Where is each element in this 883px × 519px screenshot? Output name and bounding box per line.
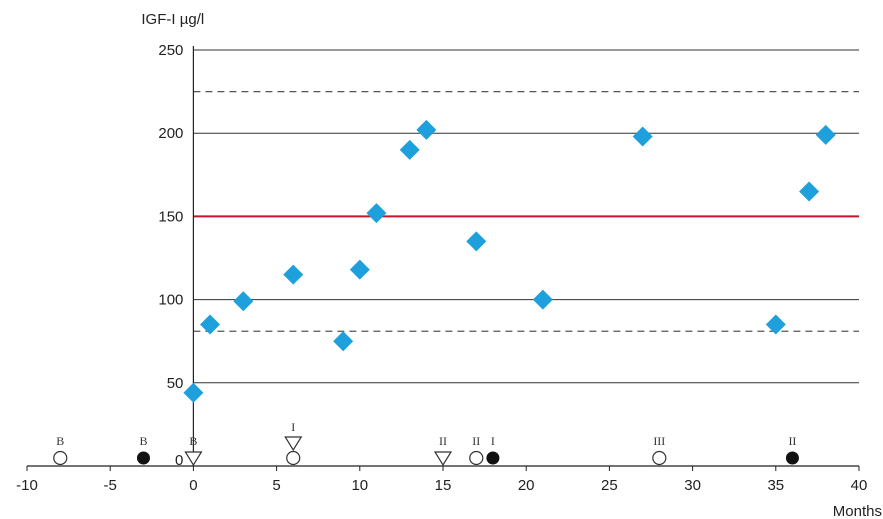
event-label: B xyxy=(139,434,147,448)
tick-labels: -10 -5 0 5 10 15 20 25 30 35 40 0 50 100 150 200 250 xyxy=(16,42,867,494)
event-filled-circle xyxy=(785,451,799,465)
data-point xyxy=(200,314,221,335)
event-label: II xyxy=(472,434,480,448)
reference-lines xyxy=(193,90,859,332)
event-open-triangle xyxy=(433,451,453,467)
event-filled-circle xyxy=(136,451,150,465)
data-point xyxy=(349,259,370,280)
event-label: III xyxy=(653,434,665,448)
x-tick-label: 0 xyxy=(189,477,197,494)
event-open-triangle xyxy=(284,436,303,452)
x-tick-label: -10 xyxy=(16,477,38,494)
event-open-circle xyxy=(469,450,484,466)
data-point xyxy=(333,331,354,352)
event-open-circle xyxy=(53,450,68,466)
event-label: II xyxy=(788,434,796,448)
y-tick-label: 100 xyxy=(158,292,183,309)
x-axis-title: Months xyxy=(833,503,882,519)
event-filled-circle xyxy=(486,451,500,465)
x-tick-label: -5 xyxy=(104,477,117,494)
data-point xyxy=(799,181,820,202)
data-point xyxy=(765,314,786,335)
data-point xyxy=(466,231,487,252)
x-tick-label: 5 xyxy=(272,477,280,494)
y-tick-label: 50 xyxy=(167,375,184,392)
x-tick-label: 10 xyxy=(351,477,368,494)
data-point xyxy=(233,291,254,312)
event-open-triangle xyxy=(184,451,203,467)
x-tick-label: 25 xyxy=(601,477,618,494)
event-label: B xyxy=(189,434,197,448)
x-tick-label: 20 xyxy=(518,477,535,494)
y-axis-title: IGF-I µg/l xyxy=(141,11,204,28)
y-tick-label: 0 xyxy=(175,452,183,469)
data-points xyxy=(183,119,836,403)
data-point xyxy=(416,119,437,140)
y-tick-label: 150 xyxy=(158,208,183,225)
data-point xyxy=(632,126,653,147)
data-point xyxy=(366,203,387,224)
y-tick-label: 250 xyxy=(158,42,183,59)
event-open-circle xyxy=(652,450,667,466)
data-point xyxy=(399,139,420,160)
data-point xyxy=(183,382,204,403)
x-tick-label: 30 xyxy=(684,477,701,494)
x-tick-label: 15 xyxy=(435,477,452,494)
data-point xyxy=(283,264,304,285)
event-label: B xyxy=(56,434,64,448)
y-tick-label: 200 xyxy=(158,125,183,142)
x-tick-label: 40 xyxy=(851,477,868,494)
data-point xyxy=(815,124,836,145)
data-point xyxy=(532,289,553,310)
event-label: II xyxy=(439,434,447,448)
axes xyxy=(26,46,860,471)
event-label: I xyxy=(491,434,495,448)
x-tick-label: 35 xyxy=(767,477,784,494)
event-open-circle xyxy=(286,450,301,466)
event-label: I xyxy=(291,420,295,434)
